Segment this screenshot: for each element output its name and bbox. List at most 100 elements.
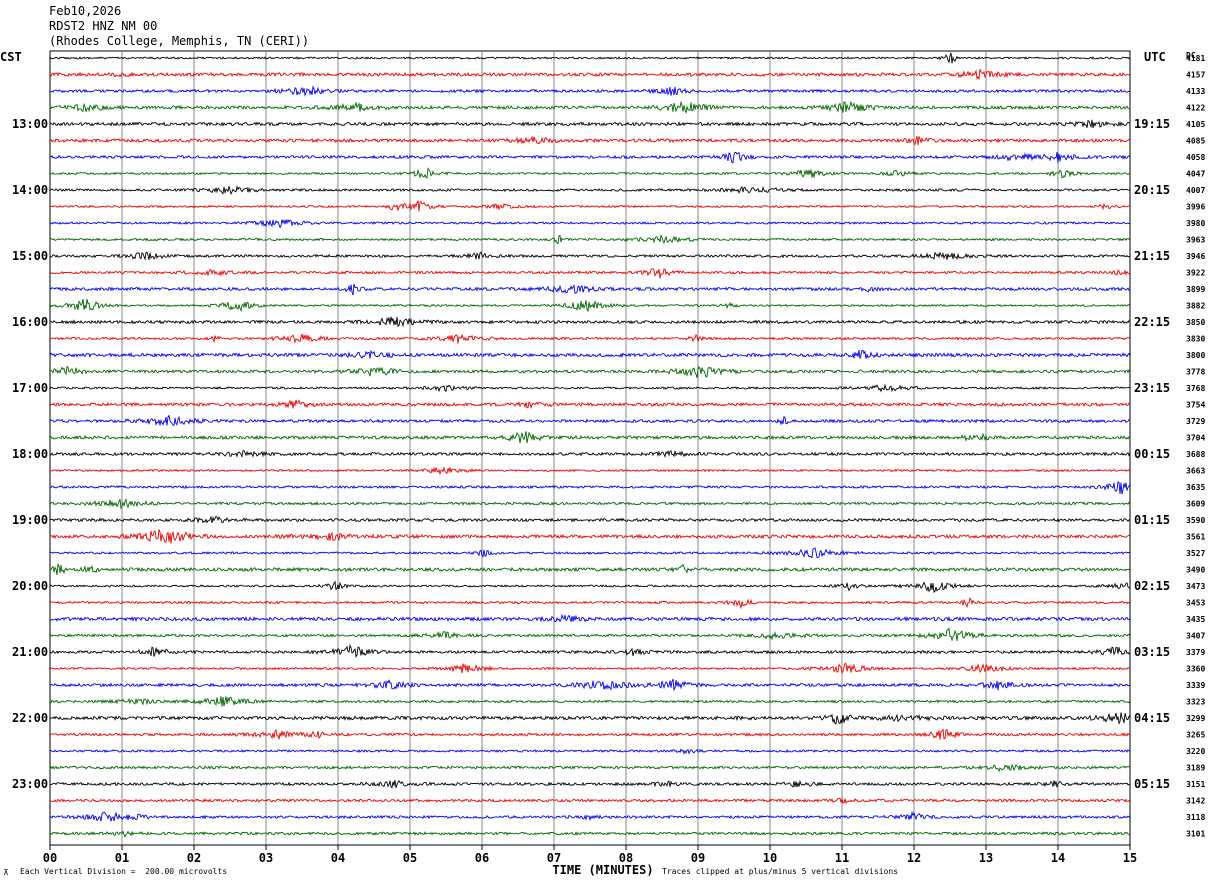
cst-hour-label: 15:00 (12, 249, 48, 263)
x-tick-label: 12 (907, 851, 921, 865)
x-tick-label: 05 (403, 851, 417, 865)
dc-offset-label: 3882 (1186, 302, 1205, 311)
seismic-trace (49, 100, 1131, 115)
seismic-trace (49, 830, 1131, 838)
dc-offset-label: 3435 (1186, 615, 1205, 624)
dc-offset-label: 4122 (1186, 104, 1205, 113)
dc-offset-label: 3379 (1186, 648, 1205, 657)
seismic-trace (49, 547, 1131, 559)
seismic-trace (49, 185, 1131, 196)
seismic-trace (49, 449, 1131, 458)
dc-offset-label: 3980 (1186, 219, 1205, 228)
dc-offset-label: 3663 (1186, 467, 1205, 476)
clip-note: Traces clipped at plus/minus 5 vertical … (662, 867, 899, 876)
dc-offset-label: 3922 (1186, 269, 1205, 278)
seismic-trace (49, 643, 1131, 658)
cst-hour-label: 14:00 (12, 183, 48, 197)
seismic-trace (49, 299, 1131, 313)
dc-offset-label: 3101 (1186, 830, 1205, 839)
seismic-trace (49, 151, 1131, 164)
dc-offset-label: 3996 (1186, 203, 1205, 212)
dc-offset-label: 3704 (1186, 434, 1205, 443)
cst-hour-label: 16:00 (12, 315, 48, 329)
utc-hour-label: 20:15 (1134, 183, 1170, 197)
dc-offset-label: 3527 (1186, 549, 1205, 558)
dc-offset-label: 3729 (1186, 417, 1205, 426)
cst-hour-label: 19:00 (12, 513, 48, 527)
utc-hour-label: 21:15 (1134, 249, 1170, 263)
x-tick-label: 06 (475, 851, 489, 865)
scale-note: Each Vertical Division = 200.00 microvol… (20, 867, 228, 876)
dc-offset-label: 4085 (1186, 137, 1205, 146)
cst-hour-label: 23:00 (12, 777, 48, 791)
seismic-trace (49, 810, 1131, 822)
x-tick-label: 14 (1051, 851, 1065, 865)
station-label: RDST2 HNZ NM 00 (49, 19, 158, 33)
utc-label: UTC (1144, 50, 1166, 64)
utc-hour-label: 19:15 (1134, 117, 1170, 131)
cst-hour-label: 21:00 (12, 645, 48, 659)
dc-offset-label: 3561 (1186, 533, 1205, 542)
cst-hour-label: 22:00 (12, 711, 48, 725)
seismic-trace (49, 167, 1131, 179)
utc-hour-label: 05:15 (1134, 777, 1170, 791)
dc-offset-label: 3590 (1186, 516, 1205, 525)
seismic-trace (49, 748, 1131, 755)
utc-hour-label: 02:15 (1134, 579, 1170, 593)
dc-offset-label: 4047 (1186, 170, 1205, 179)
dc-header: DC (1186, 51, 1196, 60)
seismic-trace (49, 251, 1130, 261)
dc-offset-label: 4007 (1186, 186, 1205, 195)
x-tick-label: 13 (979, 851, 993, 865)
dc-offset-label: 4157 (1186, 71, 1205, 80)
dc-offset-label: 3754 (1186, 401, 1205, 410)
location-label: (Rhodes College, Memphis, TN (CERI)) (49, 34, 310, 48)
dc-offset-label: 3118 (1186, 813, 1205, 822)
seismic-trace (49, 466, 1131, 476)
dc-offset-label: 3688 (1186, 450, 1205, 459)
x-tick-label: 15 (1123, 851, 1137, 865)
dc-offset-label: 3800 (1186, 351, 1205, 360)
seismic-trace (49, 580, 1131, 594)
x-tick-label: 02 (187, 851, 201, 865)
seismic-trace (49, 218, 1131, 229)
x-tick-label: 10 (763, 851, 777, 865)
seismic-trace (49, 779, 1131, 789)
x-tick-label: 09 (691, 851, 705, 865)
seismic-trace (49, 627, 1131, 642)
seismic-trace (49, 613, 1131, 623)
utc-hour-label: 01:15 (1134, 513, 1170, 527)
dc-offset-label: 4181 (1186, 54, 1205, 63)
dc-offset-label: 3635 (1186, 483, 1205, 492)
seismic-trace (49, 268, 1131, 279)
cst-label: CST (0, 50, 22, 64)
dc-offset-label: 3473 (1186, 582, 1205, 591)
dc-offset-label: 3609 (1186, 500, 1205, 509)
dc-offset-label: 3189 (1186, 764, 1205, 773)
dc-offset-label: 3768 (1186, 384, 1205, 393)
utc-hour-label: 03:15 (1134, 645, 1170, 659)
dc-offset-label: 3946 (1186, 252, 1205, 261)
seismic-trace (49, 414, 1131, 427)
dc-offset-label: 3850 (1186, 318, 1205, 327)
dc-offset-label: 3830 (1186, 335, 1205, 344)
utc-hour-label: 23:15 (1134, 381, 1170, 395)
utc-hour-label: 22:15 (1134, 315, 1170, 329)
seismic-trace (49, 797, 1131, 805)
dc-offset-label: 3778 (1186, 368, 1205, 377)
dc-offset-label: 3339 (1186, 681, 1205, 690)
dc-offset-label: 3323 (1186, 698, 1205, 707)
seismic-trace (49, 69, 1131, 81)
date-label: Feb10,2026 (49, 4, 122, 18)
utc-hour-label: 04:15 (1134, 711, 1170, 725)
dc-offset-label: 3299 (1186, 714, 1205, 723)
seismic-trace (49, 52, 1131, 64)
dc-offset-label: 3453 (1186, 599, 1205, 608)
seismic-trace (49, 399, 1131, 410)
x-tick-label: 00 (43, 851, 57, 865)
seismic-trace (49, 233, 1131, 245)
scale-icon: ⊼ (3, 868, 9, 877)
dc-offset-label: 3151 (1186, 780, 1205, 789)
